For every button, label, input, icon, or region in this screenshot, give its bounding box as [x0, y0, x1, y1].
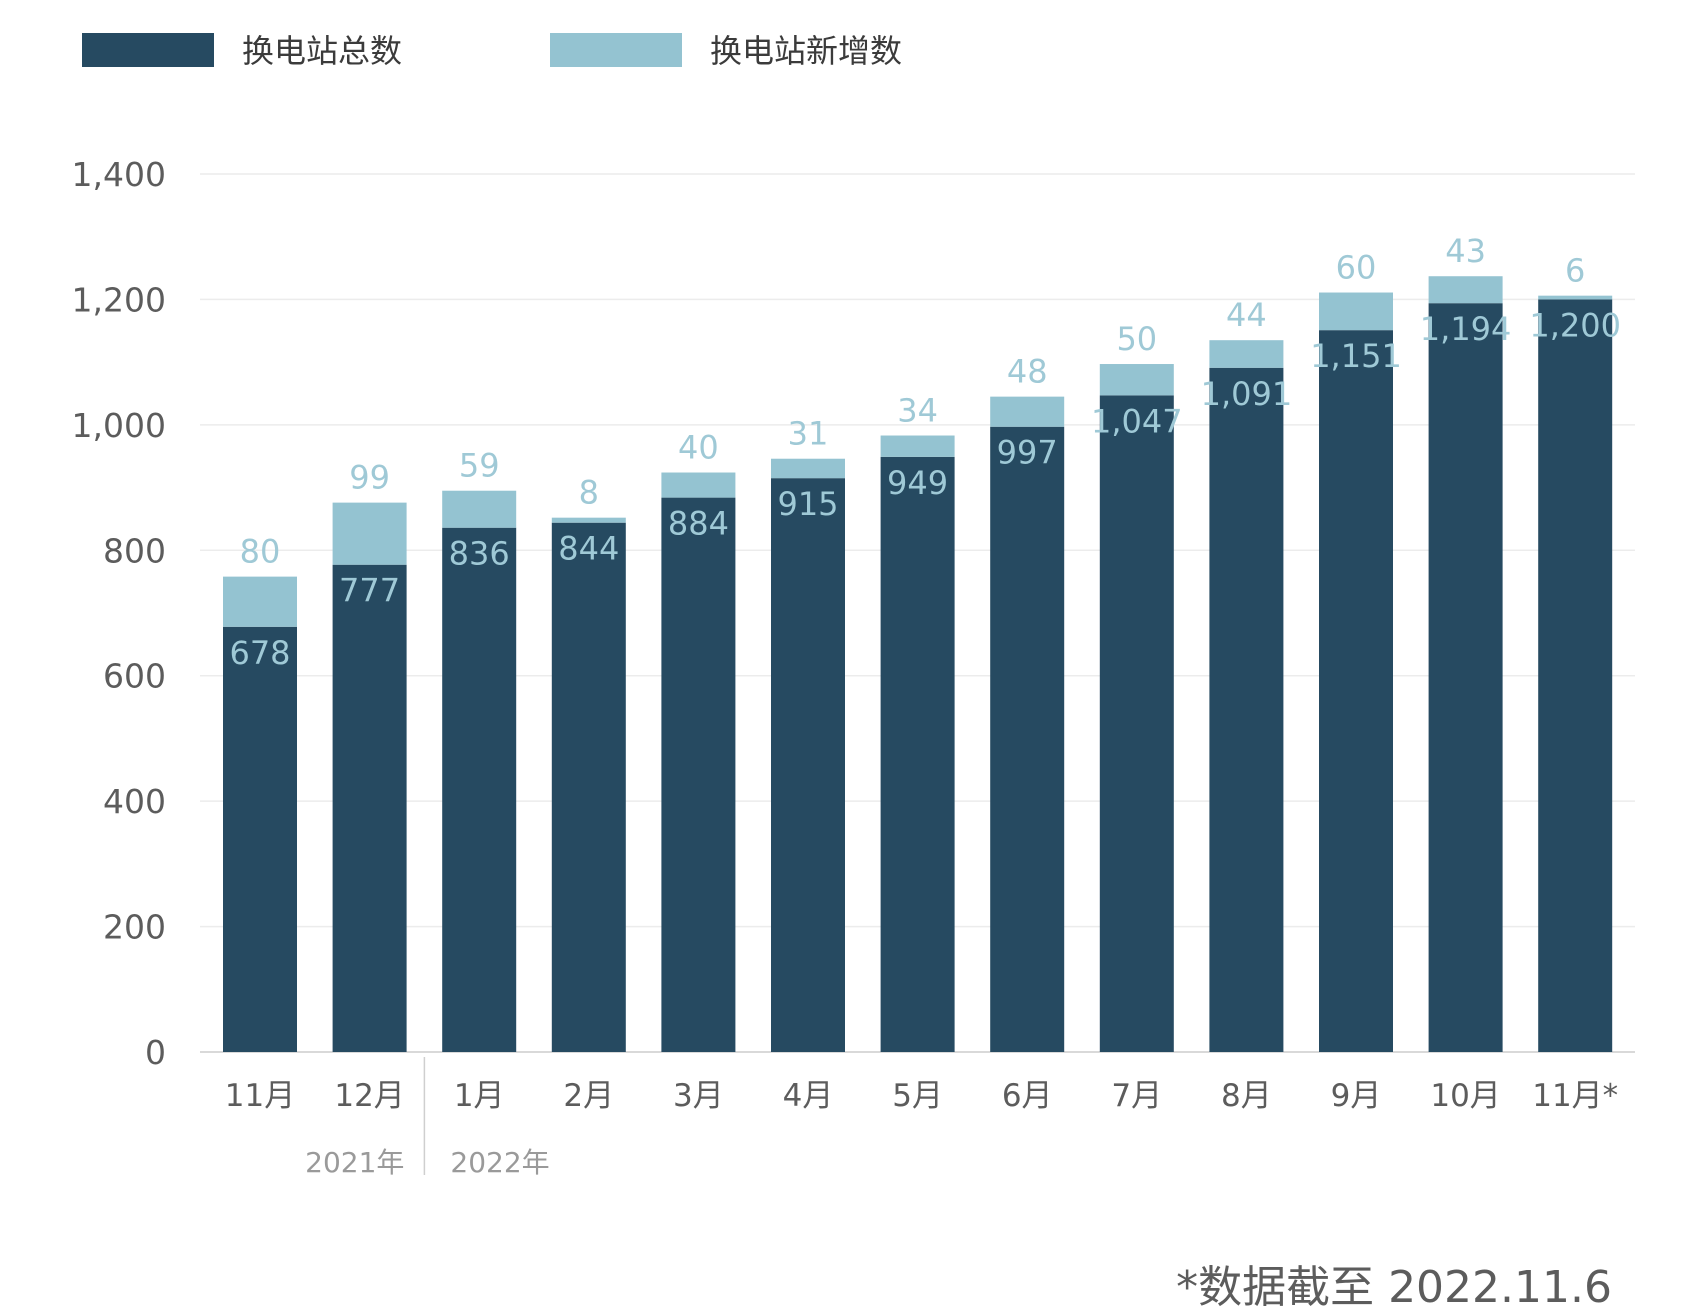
y-tick-label: 0 [145, 1033, 166, 1072]
data-labels: 678 80 777 99 836 59 844 8 884 40 915 31 949 34 997 48 1… [229, 232, 1621, 672]
bar-new [771, 458, 845, 479]
bar-new [442, 490, 517, 528]
bars [223, 276, 1613, 1053]
x-tick-label: 11月* [1532, 1078, 1618, 1114]
footnote: *数据截至 2022.11.6 [1176, 1262, 1612, 1313]
x-tick-label: 4月 [783, 1078, 834, 1114]
data-label-total: 678 [229, 634, 290, 672]
bar-total [880, 456, 955, 1052]
x-axis: 11月 12月 1月 2月 3月 4月 5月 6月 7月 8月 9月 10月 11月* [225, 1078, 1618, 1114]
x-tick-label: 12月 [334, 1078, 404, 1114]
bar-total [1209, 367, 1284, 1053]
data-label-total: 1,047 [1091, 402, 1183, 440]
x-tick-label: 6月 [1002, 1078, 1053, 1114]
legend-swatch-2 [550, 33, 682, 67]
bar-total [442, 527, 517, 1052]
bar-total [1538, 299, 1613, 1052]
data-label-total: 1,091 [1201, 375, 1293, 413]
data-label-new: 31 [788, 415, 829, 453]
bar-new [1428, 276, 1503, 304]
data-label-new: 99 [349, 459, 390, 497]
y-tick-label: 800 [103, 531, 166, 570]
y-tick-label: 1,000 [72, 406, 166, 445]
data-label-new: 48 [1007, 353, 1048, 391]
data-label-new: 60 [1336, 249, 1377, 287]
y-axis: 0 200 400 600 800 1,000 1,200 1,400 [72, 155, 166, 1072]
data-label-total: 884 [668, 505, 729, 543]
bar-new [990, 396, 1065, 427]
x-tick-label: 9月 [1331, 1078, 1382, 1114]
data-label-total: 915 [777, 485, 838, 523]
bar-new [1538, 295, 1613, 300]
year-label-2022: 2022年 [450, 1146, 549, 1179]
x-tick-label: 7月 [1111, 1078, 1162, 1114]
year-groups: 2021年 2022年 [305, 1057, 550, 1179]
data-label-new: 40 [678, 429, 719, 467]
data-label-new: 44 [1226, 296, 1267, 334]
data-label-new: 8 [579, 474, 599, 512]
bar-new [880, 435, 955, 457]
bar-total [551, 522, 626, 1052]
bar-new [551, 517, 626, 523]
bar-total [223, 626, 297, 1052]
legend: 换电站总数 换电站新增数 [82, 32, 902, 70]
y-tick-label: 200 [103, 908, 166, 947]
data-label-total: 1,194 [1420, 310, 1512, 348]
bar-new [1099, 364, 1174, 396]
data-label-new: 80 [240, 533, 281, 571]
bar-new [1319, 292, 1393, 331]
data-label-new: 43 [1445, 232, 1486, 270]
data-label-new: 6 [1565, 252, 1585, 290]
bar-total [1319, 330, 1393, 1052]
y-tick-label: 1,200 [72, 280, 166, 319]
x-tick-label: 8月 [1221, 1078, 1272, 1114]
y-tick-label: 600 [103, 657, 166, 696]
bar-new [223, 576, 297, 627]
x-tick-label: 2月 [563, 1078, 614, 1114]
data-label-new: 59 [459, 447, 500, 485]
year-label-2021: 2021年 [305, 1146, 404, 1179]
data-label-total: 836 [449, 535, 510, 573]
bar-new [332, 502, 407, 565]
bar-total [1099, 395, 1174, 1052]
legend-label-2: 换电站新增数 [710, 32, 902, 70]
bar-total [332, 564, 407, 1052]
y-tick-label: 1,400 [72, 155, 166, 194]
legend-label-1: 换电站总数 [242, 32, 402, 70]
data-label-total: 777 [339, 572, 400, 610]
legend-swatch-1 [82, 33, 214, 67]
x-tick-label: 1月 [454, 1078, 505, 1114]
bar-total [990, 426, 1065, 1052]
data-label-total: 997 [997, 434, 1058, 472]
bar-new [1209, 340, 1284, 368]
y-tick-label: 400 [103, 782, 166, 821]
data-label-total: 844 [558, 530, 619, 568]
x-tick-label: 3月 [673, 1078, 724, 1114]
bar-new [661, 472, 736, 498]
bar-total [771, 478, 845, 1052]
bar-total [661, 497, 736, 1052]
data-label-new: 50 [1116, 320, 1157, 358]
data-label-total: 1,151 [1310, 337, 1402, 375]
x-tick-label: 10月 [1430, 1078, 1500, 1114]
x-tick-label: 5月 [892, 1078, 943, 1114]
data-label-new: 34 [897, 392, 938, 430]
x-tick-label: 11月 [225, 1078, 295, 1114]
data-label-total: 949 [887, 464, 948, 502]
data-label-total: 1,200 [1529, 306, 1621, 344]
bar-total [1428, 303, 1503, 1053]
